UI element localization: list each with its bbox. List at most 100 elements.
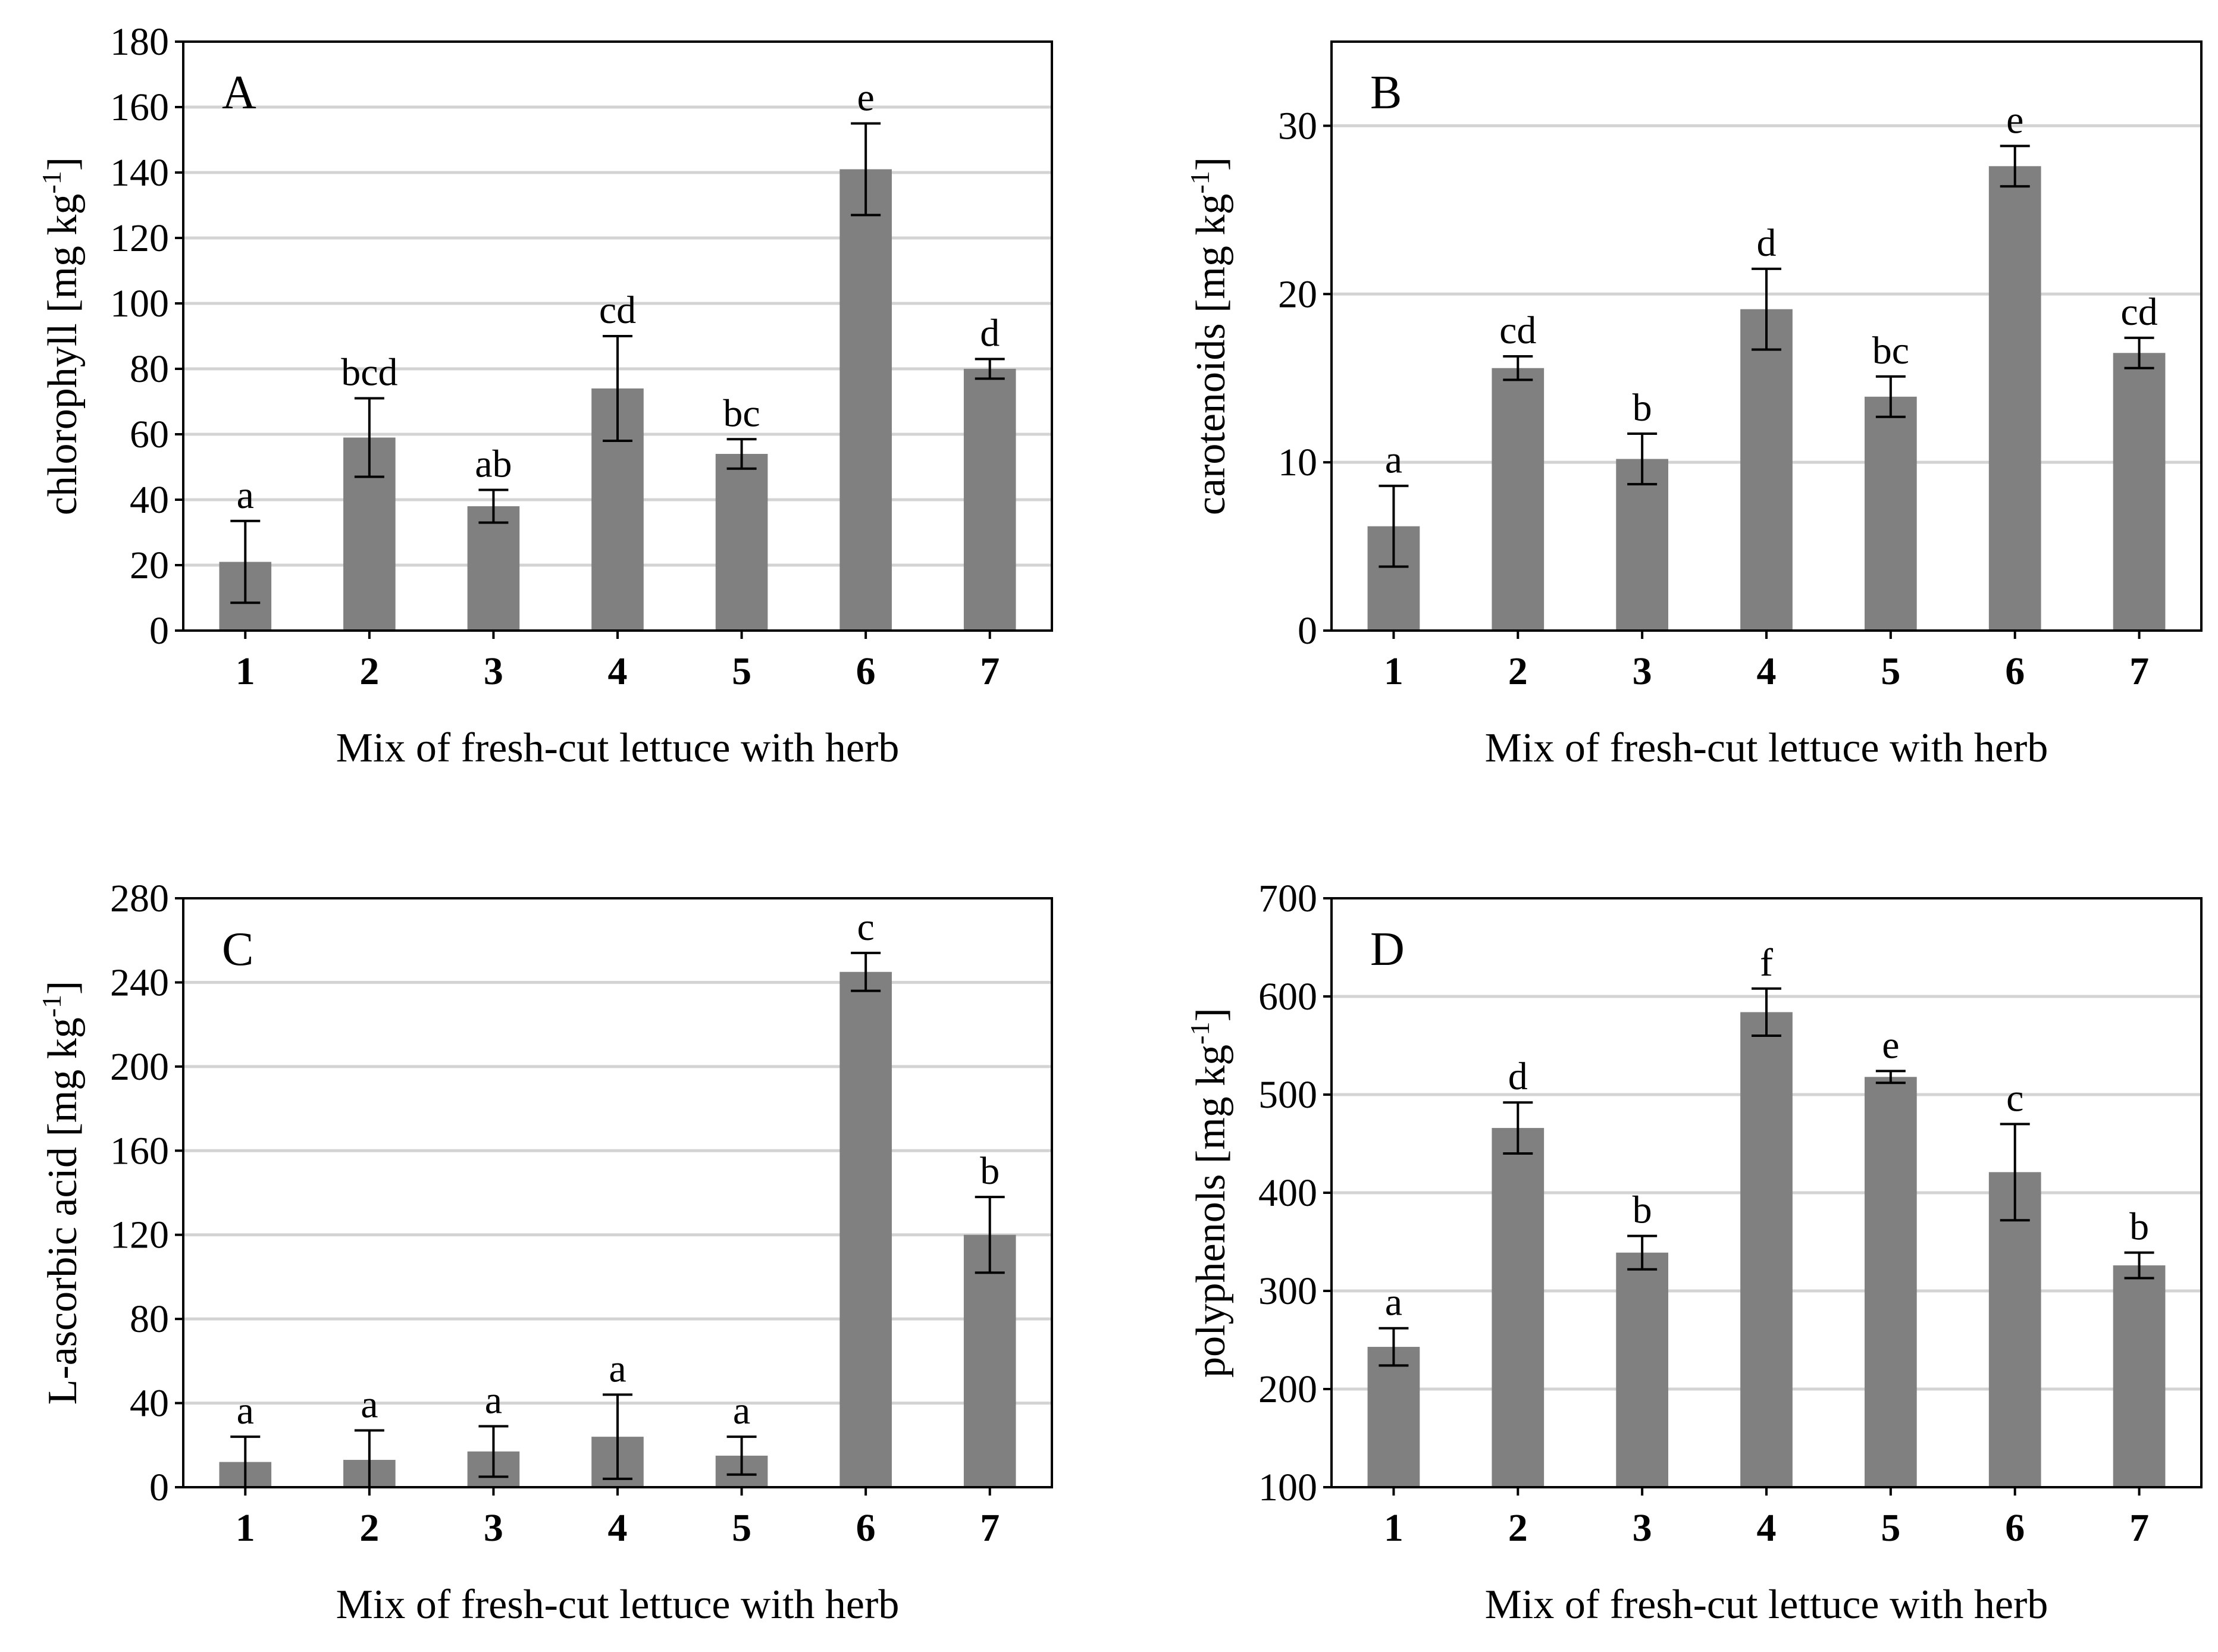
- y-tick-label: 60: [130, 413, 169, 456]
- y-tick-label: 20: [130, 544, 169, 587]
- y-tick-label: 80: [130, 1297, 169, 1341]
- y-axis-title: carotenoids [mg kg-1]: [1185, 157, 1234, 515]
- bar: [1740, 309, 1793, 631]
- bar: [715, 454, 768, 631]
- y-tick-label: 300: [1258, 1269, 1317, 1313]
- y-tick-label: 10: [1278, 441, 1317, 484]
- bar: [963, 1234, 1016, 1487]
- x-tick-label: 1: [1384, 650, 1404, 693]
- y-axis-title-main: polyphenols [mg kg: [1188, 1045, 1234, 1378]
- bar: [1367, 1347, 1420, 1487]
- x-tick-label: 2: [359, 1506, 379, 1550]
- bar-label: d: [1508, 1055, 1528, 1098]
- y-tick-label: 240: [110, 961, 169, 1004]
- x-tick-label: 7: [2129, 1506, 2149, 1550]
- bar-label: a: [361, 1383, 378, 1427]
- x-tick-label: 2: [1508, 650, 1528, 693]
- bar-label: e: [857, 76, 874, 120]
- bar-label: bc: [1872, 329, 1909, 372]
- x-tick-label: 5: [732, 650, 751, 693]
- y-axis-title-superscript: -1: [1185, 1022, 1215, 1045]
- y-axis-title-superscript: -1: [36, 995, 67, 1017]
- bar-label: cd: [599, 289, 636, 332]
- x-tick-label: 7: [980, 650, 1000, 693]
- x-tick-label: 1: [236, 1506, 255, 1550]
- y-tick-label: 140: [110, 151, 169, 195]
- x-tick-label: 3: [484, 1506, 503, 1550]
- y-tick-label: 160: [110, 1129, 169, 1173]
- chart-panel-b: a cd b d bc e cd 0 10 20 30 1 2 3 4 5 6 7 Mix of fresh-cut…: [1185, 40, 2203, 771]
- x-tick-label: 1: [236, 650, 255, 693]
- panel-letter: B: [1370, 67, 1402, 119]
- bar-label: e: [2006, 98, 2023, 142]
- bar-label: b: [1633, 1189, 1652, 1232]
- y-tick-label: 100: [1258, 1466, 1317, 1509]
- chart-panel-c: a a a a a c b 0 40 80 120 160 200 240 280 1 2 3 4 5 6 7 Mix of…: [36, 877, 1053, 1628]
- y-tick-label: 200: [110, 1045, 169, 1089]
- bar-label: d: [1757, 221, 1777, 265]
- panel-letter: C: [222, 923, 253, 976]
- x-axis-title: Mix of fresh-cut lettuce with herb: [1485, 725, 2048, 771]
- y-tick-label: 100: [110, 282, 169, 325]
- y-tick-label: 40: [130, 1382, 169, 1425]
- y-tick-label: 180: [110, 20, 169, 64]
- y-tick-label: 120: [110, 1214, 169, 1257]
- y-tick-label: 20: [1278, 272, 1317, 316]
- bar: [839, 169, 892, 631]
- y-tick-label: 120: [110, 217, 169, 260]
- x-axis-title: Mix of fresh-cut lettuce with herb: [336, 725, 900, 771]
- bar: [1864, 396, 1917, 631]
- y-tick-label: 500: [1258, 1073, 1317, 1117]
- bar: [1492, 1128, 1545, 1487]
- x-tick-label: 3: [484, 650, 503, 693]
- bar-label: e: [1882, 1023, 1899, 1067]
- y-tick-label: 0: [1298, 609, 1317, 653]
- panel-letter: A: [222, 67, 256, 119]
- bar-label: c: [2006, 1077, 2023, 1120]
- y-tick-label: 400: [1258, 1171, 1317, 1215]
- y-axis-title: chlorophyll [mg kg-1]: [36, 157, 86, 515]
- bar-label: b: [980, 1149, 1000, 1193]
- panel-letter: D: [1370, 923, 1405, 976]
- x-tick-label: 6: [856, 1506, 876, 1550]
- x-axis-title: Mix of fresh-cut lettuce with herb: [336, 1582, 900, 1628]
- bar-label: f: [1760, 941, 1773, 985]
- bar-label: cd: [1499, 309, 1536, 352]
- y-tick-label: 280: [110, 877, 169, 920]
- bar: [1492, 368, 1545, 631]
- y-tick-label: 30: [1278, 104, 1317, 148]
- bar: [2113, 1265, 2166, 1487]
- y-tick-label: 700: [1258, 877, 1317, 920]
- y-tick-label: 200: [1258, 1368, 1317, 1411]
- y-axis-title-superscript: -1: [1185, 171, 1215, 193]
- bar: [963, 369, 1016, 631]
- y-axis-title-end: ]: [1188, 157, 1234, 171]
- y-axis-title-end: ]: [40, 157, 86, 171]
- x-tick-label: 4: [608, 650, 628, 693]
- x-tick-label: 7: [980, 1506, 1000, 1550]
- y-tick-label: 600: [1258, 975, 1317, 1018]
- bar-label: bc: [723, 391, 760, 435]
- x-tick-label: 4: [1757, 1506, 1777, 1550]
- bar-label: d: [980, 312, 1000, 355]
- bar: [1740, 1012, 1793, 1487]
- x-tick-label: 5: [1881, 650, 1900, 693]
- bar-label: bcd: [341, 351, 397, 394]
- x-tick-label: 3: [1633, 1506, 1652, 1550]
- y-tick-label: 0: [149, 609, 169, 653]
- bar-label: a: [485, 1378, 502, 1422]
- bar-label: a: [1385, 438, 1402, 482]
- y-tick-label: 160: [110, 86, 169, 129]
- y-axis-title-end: ]: [1188, 1008, 1234, 1021]
- bar-label: a: [237, 474, 254, 517]
- x-tick-label: 4: [1757, 650, 1777, 693]
- x-tick-label: 1: [1384, 1506, 1404, 1550]
- bar: [2113, 353, 2166, 631]
- bar-label: b: [1633, 386, 1652, 430]
- chart-panel-d: a d b f e c b 100 200 300 400 500 600 700 1 2 3 4 5 6 7 Mix o…: [1185, 877, 2203, 1628]
- y-axis-title: L-ascorbic acid [mg kg-1]: [36, 981, 86, 1405]
- x-tick-label: 5: [732, 1506, 751, 1550]
